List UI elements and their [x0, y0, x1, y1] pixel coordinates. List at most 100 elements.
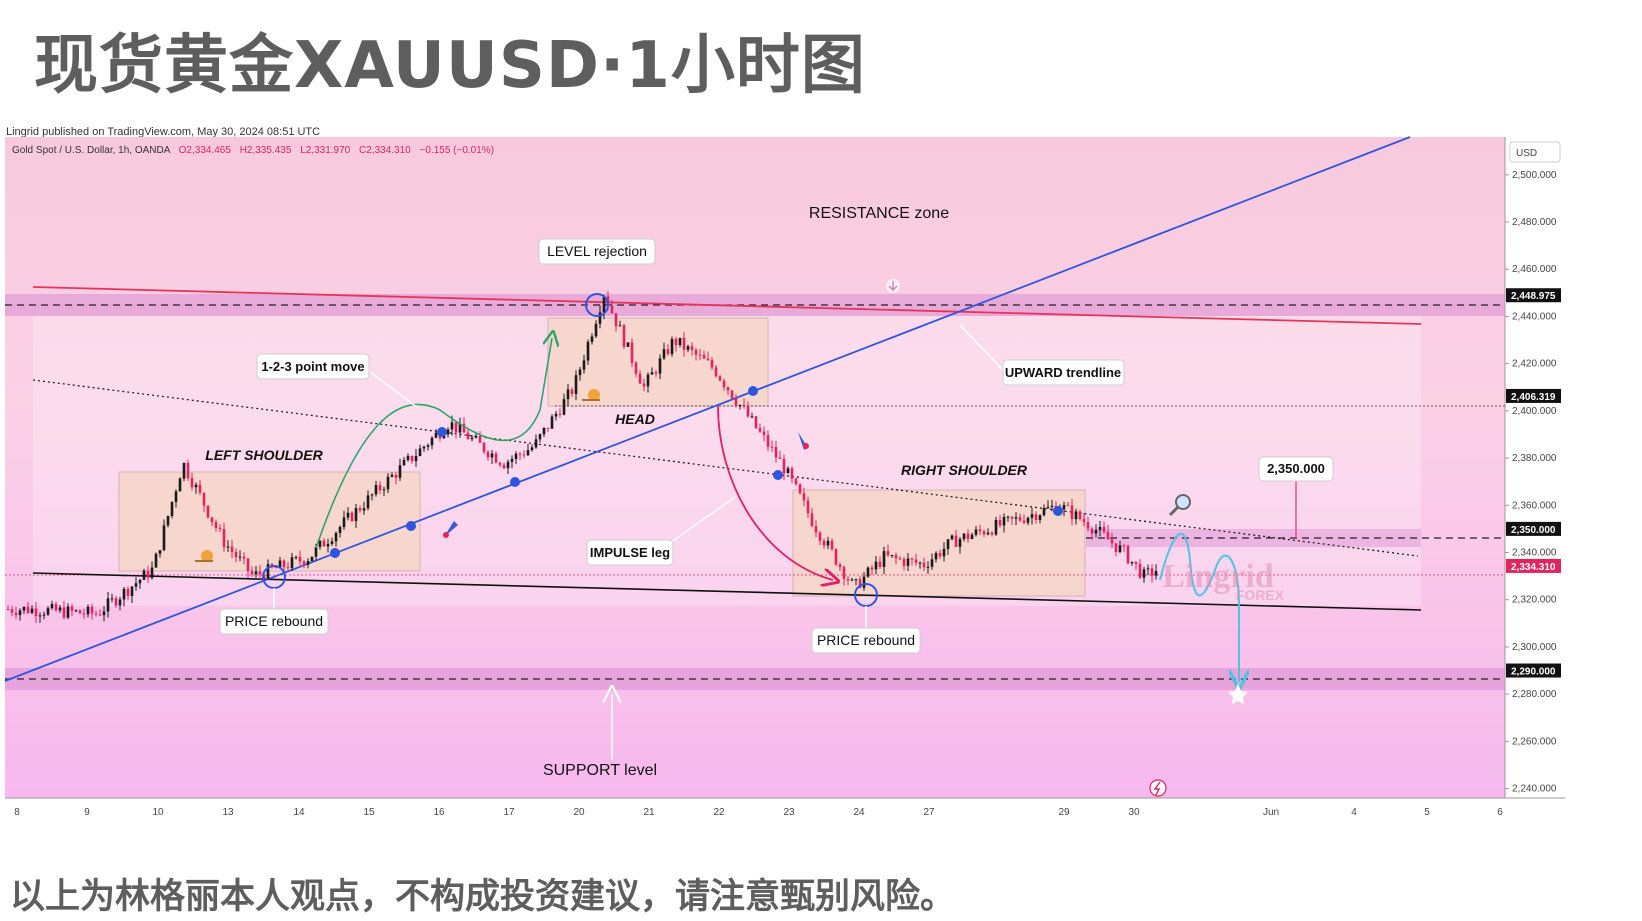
price-tag-bg [1506, 388, 1561, 403]
candle-body [1022, 520, 1026, 523]
time-tick-label: 24 [853, 807, 865, 818]
candle-body [666, 349, 670, 355]
candle-body [74, 610, 78, 612]
magnifier-icon [1168, 494, 1191, 517]
candle-body [242, 556, 246, 559]
price-rebound-callout-left: PRICE rebound [219, 608, 329, 635]
candle-body [1110, 539, 1114, 544]
candle-body [562, 399, 566, 415]
snail-icon [582, 389, 600, 401]
candle-body [154, 553, 158, 568]
candle-body [330, 541, 334, 544]
candle-body [686, 346, 690, 350]
candle-body [326, 543, 330, 547]
candle-body [238, 556, 242, 558]
time-tick-label: 4 [1351, 807, 1357, 818]
price-tag-bg [1506, 521, 1561, 536]
candle-body [450, 422, 454, 430]
candle-body [14, 612, 18, 616]
candle-body [98, 614, 102, 616]
candle-body [694, 349, 698, 355]
candle-body [662, 349, 666, 359]
candle-body [786, 468, 790, 474]
candle-body [738, 405, 742, 407]
support-level-label: SUPPORT level [543, 762, 657, 779]
price-tick-label: 2,280.000 [1512, 689, 1557, 700]
candle-body [1078, 511, 1082, 520]
candle-body [34, 608, 38, 617]
candle-body [794, 478, 798, 485]
candle-body [434, 432, 438, 438]
candle-body [54, 603, 58, 611]
time-tick-label: 13 [222, 807, 234, 818]
candle-body [266, 564, 270, 579]
candle-body [842, 567, 846, 579]
candle-body [126, 588, 130, 597]
candle-body [570, 389, 574, 395]
watermark-lingrid: Lingrid [1162, 558, 1274, 595]
candle-body [446, 429, 450, 435]
candle-body [166, 515, 170, 526]
candle-body [1094, 530, 1098, 534]
candle-body [1102, 526, 1106, 532]
candle-body [150, 567, 154, 578]
price-tag-label: 2,334.310 [1511, 562, 1556, 573]
candle-body [802, 493, 806, 501]
candle-body [518, 453, 522, 455]
candle-body [418, 448, 422, 456]
candle-body [146, 570, 150, 578]
candle-body [94, 613, 98, 615]
svg-text:2,350.000: 2,350.000 [1267, 461, 1325, 476]
candle-body [1106, 531, 1110, 540]
candle-body [1074, 511, 1078, 520]
candle-body [390, 474, 394, 477]
candle-body [966, 533, 970, 539]
impulse-arrow [717, 405, 833, 580]
candle-body [402, 459, 406, 466]
candle-body [538, 434, 542, 440]
candle-body [826, 540, 830, 546]
candle-body [774, 446, 778, 458]
candle-body [554, 413, 558, 417]
candle-body [1126, 545, 1130, 564]
candle-body [250, 571, 254, 575]
price-tags: 2,448.975 2,406.319 2,350.000 2,334.310 2,29… [1506, 288, 1561, 678]
candle-body [1034, 514, 1038, 521]
candle-body [178, 478, 182, 492]
candle-body [846, 578, 850, 581]
svg-text:USD: USD [1516, 148, 1537, 159]
currency-selector[interactable]: USD [1509, 141, 1561, 163]
candle-body [26, 606, 30, 613]
candle-body [1098, 526, 1102, 531]
time-axis-panel [5, 798, 1565, 824]
candle-body [958, 539, 962, 547]
candle-body [954, 535, 958, 547]
candle-body [782, 458, 786, 474]
candle-body [698, 354, 702, 356]
candle-body [482, 442, 486, 452]
candle-body [870, 567, 874, 570]
price-rebound-callout-right: PRICE rebound [811, 627, 921, 654]
candle-body [282, 560, 286, 568]
candle-body [618, 325, 622, 327]
price-tick-label: 2,500.000 [1512, 170, 1557, 181]
candle-body [134, 583, 138, 587]
price-tick-label: 2,320.000 [1512, 595, 1557, 606]
candle-body [410, 455, 414, 462]
time-tick-label: 10 [152, 807, 164, 818]
time-tick-label: 23 [783, 807, 795, 818]
candle-body [406, 455, 410, 460]
price-tick-label: 2,240.000 [1512, 784, 1557, 795]
candle-body [38, 615, 42, 617]
right-shoulder-label: RIGHT SHOULDER [901, 462, 1028, 478]
candle-body [762, 431, 766, 436]
trendline-points [330, 386, 1063, 558]
candle-body [886, 551, 890, 556]
point-move-callout: 1-2-3 point move [256, 353, 370, 380]
candle-body [654, 372, 658, 374]
time-tick-label: 21 [643, 807, 655, 818]
star-icon [1228, 684, 1248, 704]
candle-body [862, 576, 866, 588]
time-tick-label: Jun [1263, 807, 1279, 818]
